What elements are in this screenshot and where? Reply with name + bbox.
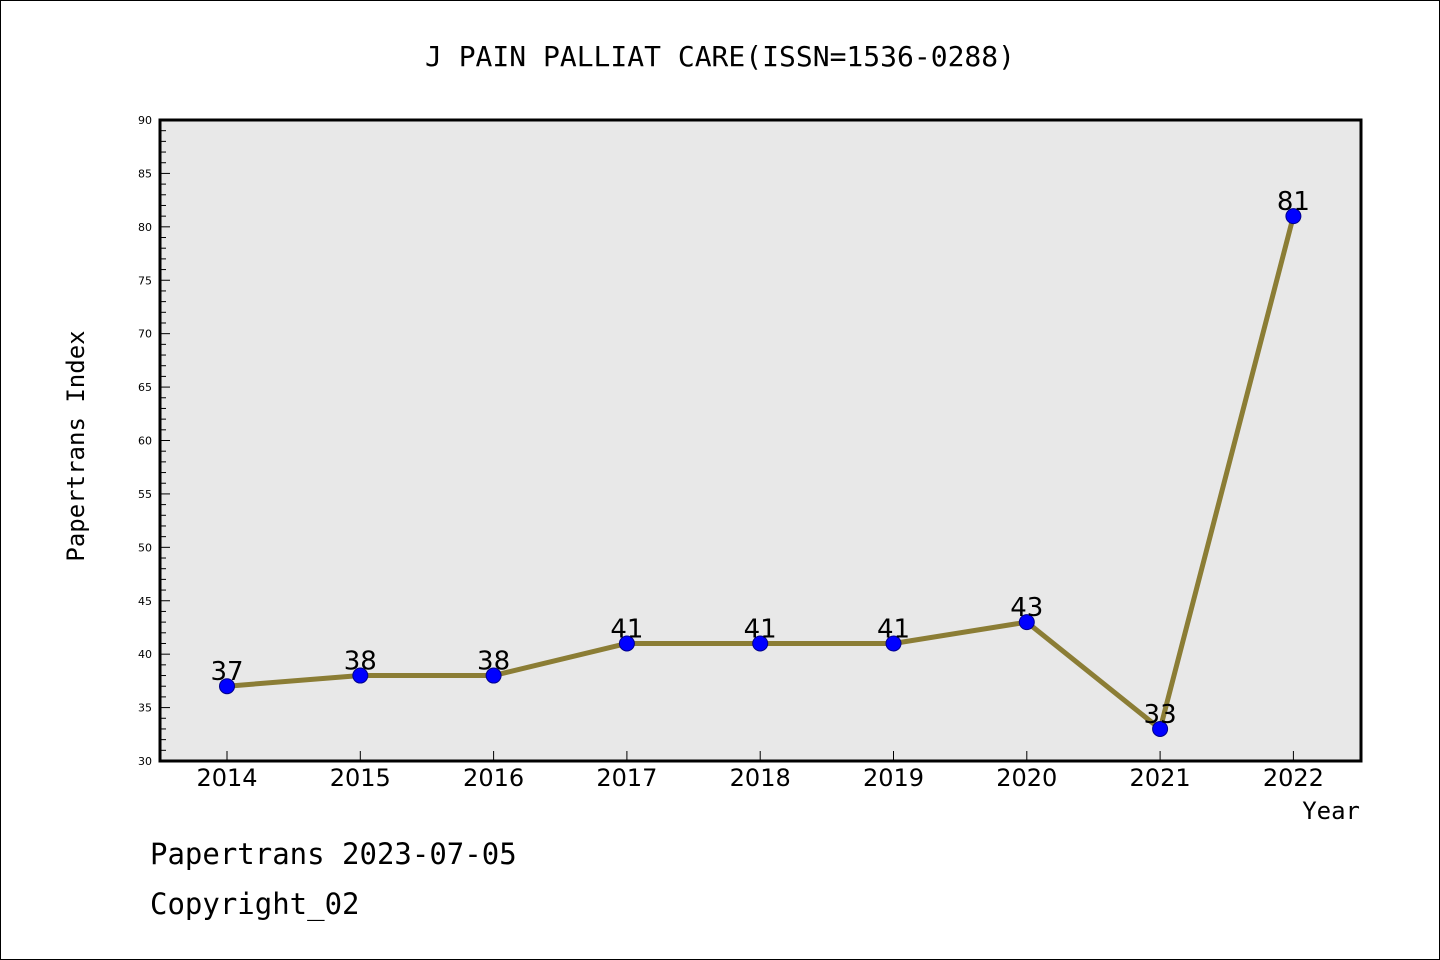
y-axis: 30 35 40 45 50 55 60 65 70 75 80 85 90 <box>138 114 170 768</box>
plot-area <box>158 118 1363 763</box>
data-label: 41 <box>744 614 777 644</box>
y-tick-label: 40 <box>138 648 152 661</box>
y-tick-label: 35 <box>138 702 152 715</box>
x-tick-label: 2018 <box>730 764 791 792</box>
x-tick-label: 2015 <box>330 764 391 792</box>
y-tick-label: 85 <box>138 167 152 180</box>
data-label: 38 <box>344 647 377 677</box>
data-point <box>485 667 502 684</box>
x-tick-label: 2016 <box>463 764 524 792</box>
footer-date: Papertrans 2023-07-05 <box>150 837 517 871</box>
y-tick-label: 90 <box>138 114 152 127</box>
data-label: 33 <box>1144 700 1177 730</box>
x-tick-label: 2014 <box>196 764 257 792</box>
y-tick-label: 65 <box>138 381 152 394</box>
data-label: 43 <box>1010 593 1043 623</box>
x-tick-label: 2022 <box>1263 764 1324 792</box>
data-point <box>1018 614 1035 631</box>
data-point <box>1152 720 1169 737</box>
footer-copyright: Copyright_02 <box>150 887 360 922</box>
y-tick-label: 75 <box>138 274 152 287</box>
y-tick-label: 60 <box>138 435 152 448</box>
series-layer: 37 38 38 41 41 41 43 33 81 <box>210 187 1310 737</box>
data-point <box>752 635 769 652</box>
data-label: 37 <box>210 657 243 687</box>
chart-title: J PAIN PALLIAT CARE(ISSN=1536-0288) <box>425 40 1015 73</box>
data-label: 41 <box>610 614 643 644</box>
data-point <box>1285 208 1302 225</box>
data-label: 38 <box>477 647 510 677</box>
y-tick-label: 30 <box>138 755 152 768</box>
data-label: 81 <box>1277 187 1310 217</box>
x-tick-label: 2017 <box>596 764 657 792</box>
x-axis-label: Year <box>1302 797 1360 825</box>
x-tick-label: 2020 <box>996 764 1057 792</box>
data-point <box>885 635 902 652</box>
data-label: 41 <box>877 614 910 644</box>
y-tick-label: 50 <box>138 541 152 554</box>
x-tick-label: 2019 <box>863 764 924 792</box>
data-point <box>352 667 369 684</box>
data-point <box>618 635 635 652</box>
x-tick-label: 2021 <box>1130 764 1191 792</box>
y-tick-label: 45 <box>138 595 152 608</box>
y-tick-label: 80 <box>138 221 152 234</box>
data-point <box>219 678 235 695</box>
y-tick-label: 55 <box>138 488 152 501</box>
x-axis: 2014 2015 2016 2017 2018 2019 2020 2021 2022 <box>196 751 1324 792</box>
y-axis-label: Papertrans Index <box>62 330 90 561</box>
y-tick-label: 70 <box>138 328 152 341</box>
